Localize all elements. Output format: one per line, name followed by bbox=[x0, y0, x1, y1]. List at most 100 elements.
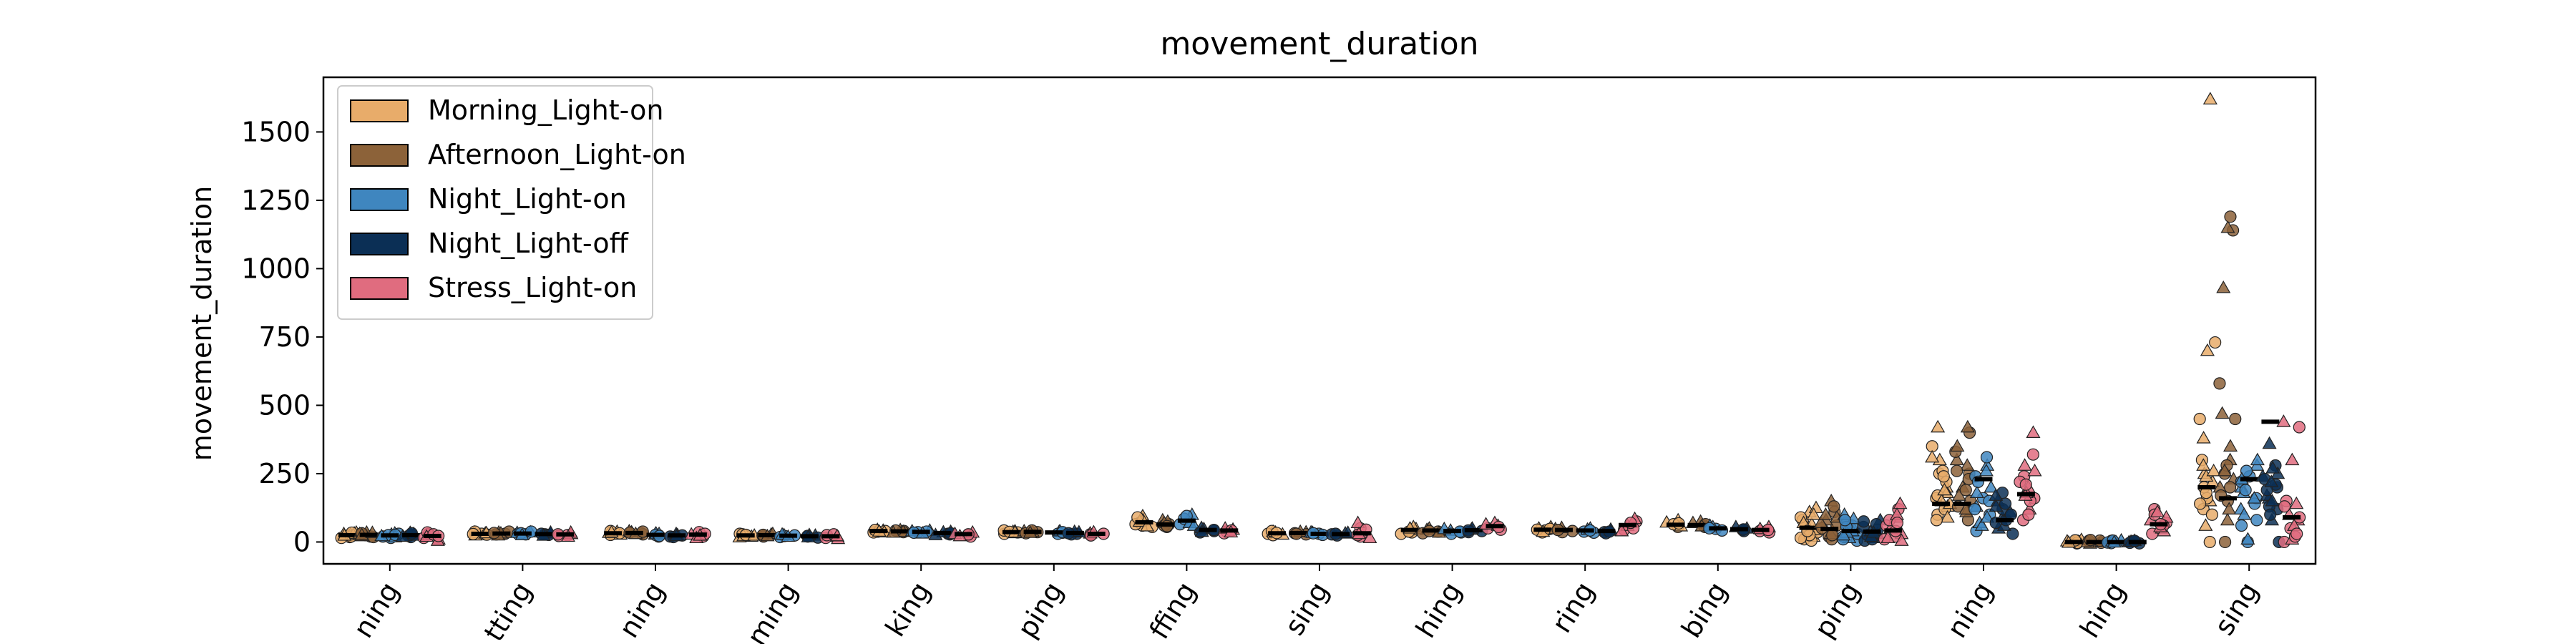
data-point bbox=[1818, 507, 1833, 520]
data-point bbox=[2264, 508, 2277, 521]
data-point bbox=[2262, 436, 2277, 449]
data-point bbox=[1826, 529, 1839, 542]
data-point bbox=[2239, 484, 2252, 497]
y-tick-label: 1000 bbox=[241, 253, 311, 284]
chart-title: movement_duration bbox=[1160, 26, 1478, 62]
data-point bbox=[2285, 452, 2300, 466]
data-point bbox=[1857, 515, 1870, 528]
data-point bbox=[2022, 508, 2035, 521]
data-point bbox=[1828, 500, 1840, 513]
data-point bbox=[2218, 535, 2232, 549]
data-point bbox=[2276, 414, 2291, 427]
x-tick-label: ming bbox=[741, 576, 804, 644]
data-point bbox=[1999, 497, 2012, 510]
legend-label: Morning_Light-on bbox=[428, 94, 663, 126]
data-point bbox=[1968, 502, 1981, 516]
data-point bbox=[1940, 509, 1955, 523]
data-point bbox=[1350, 515, 1365, 529]
legend-label: Night_Light-off bbox=[428, 228, 629, 259]
data-point bbox=[2203, 535, 2216, 549]
data-point bbox=[2240, 532, 2255, 545]
data-point bbox=[1925, 449, 1940, 463]
legend-swatch bbox=[350, 188, 409, 211]
data-point bbox=[2293, 421, 2306, 434]
legend: Morning_Light-on Afternoon_Light-on Night_… bbox=[337, 85, 686, 320]
x-tick-label: ning bbox=[347, 576, 405, 643]
legend-label: Stress_Light-on bbox=[428, 272, 637, 303]
data-point bbox=[2215, 406, 2230, 419]
data-point bbox=[2006, 527, 2019, 540]
x-tick-label: sing bbox=[2208, 576, 2265, 640]
x-tick-label: hing bbox=[2074, 576, 2132, 643]
x-tick-label: ring bbox=[1546, 576, 1601, 638]
data-point bbox=[1931, 419, 1946, 433]
data-point bbox=[2220, 220, 2235, 233]
data-point bbox=[1894, 533, 1909, 546]
data-point bbox=[1808, 500, 1824, 514]
data-point bbox=[1959, 484, 1972, 497]
data-point bbox=[2193, 412, 2206, 426]
data-point bbox=[1989, 499, 2004, 512]
x-tick-label: bing bbox=[1675, 576, 1733, 643]
data-point bbox=[1362, 530, 1377, 544]
data-point bbox=[2200, 343, 2215, 356]
data-point bbox=[2209, 336, 2222, 349]
y-tick-label: 250 bbox=[258, 458, 311, 489]
data-point bbox=[1836, 527, 1851, 541]
x-tick-label: ning bbox=[613, 576, 670, 643]
data-point bbox=[1838, 514, 1851, 527]
data-point bbox=[2250, 514, 2263, 527]
x-tick-label: king bbox=[879, 576, 937, 642]
data-point bbox=[1984, 479, 1999, 493]
data-point bbox=[2264, 474, 2279, 487]
data-point bbox=[2247, 491, 2262, 504]
data-point bbox=[2237, 507, 2252, 520]
data-point bbox=[1930, 514, 1943, 527]
data-point bbox=[1979, 463, 1994, 477]
data-point bbox=[1806, 507, 1821, 520]
data-point bbox=[2017, 458, 2032, 471]
x-tick-label: tting bbox=[478, 576, 538, 644]
legend-swatch bbox=[350, 277, 409, 300]
data-point bbox=[2196, 431, 2211, 444]
data-point bbox=[2224, 210, 2237, 223]
data-point bbox=[2229, 412, 2242, 426]
x-tick-label: ning bbox=[1941, 576, 1999, 643]
data-point bbox=[1974, 518, 1989, 531]
y-axis-label: movement_duration bbox=[186, 186, 218, 461]
data-point bbox=[2205, 508, 2218, 521]
legend-label: Night_Light-on bbox=[428, 183, 627, 215]
x-tick-label: ffing bbox=[1143, 576, 1202, 644]
data-point bbox=[2026, 448, 2039, 461]
legend-swatch bbox=[350, 233, 409, 255]
data-point bbox=[2278, 500, 2291, 513]
data-point bbox=[2213, 377, 2226, 390]
data-point bbox=[1960, 419, 1975, 433]
legend-frame bbox=[337, 85, 653, 320]
data-point bbox=[2289, 496, 2304, 509]
data-point bbox=[1614, 523, 1629, 537]
data-point bbox=[2198, 518, 2213, 531]
data-point bbox=[1140, 519, 1155, 532]
data-point bbox=[1937, 470, 1950, 483]
data-point bbox=[1979, 509, 1995, 523]
data-point bbox=[2265, 461, 2280, 474]
y-tick-label: 500 bbox=[258, 389, 311, 421]
data-point bbox=[2027, 463, 2042, 477]
data-point bbox=[1937, 482, 1952, 496]
data-point bbox=[2019, 478, 2032, 491]
y-tick-label: 0 bbox=[293, 526, 311, 557]
data-point bbox=[2202, 92, 2218, 104]
x-tick-label: hing bbox=[1410, 576, 1468, 643]
data-point bbox=[1880, 530, 1896, 544]
data-point bbox=[2194, 497, 2207, 510]
x-tick-label: ping bbox=[1011, 576, 1069, 643]
data-point bbox=[2222, 502, 2237, 514]
x-tick-label: sing bbox=[1279, 576, 1335, 640]
data-point bbox=[1951, 464, 1963, 477]
legend-label: Afternoon_Light-on bbox=[428, 139, 686, 170]
data-point bbox=[2196, 458, 2211, 471]
data-point bbox=[1960, 458, 1975, 471]
